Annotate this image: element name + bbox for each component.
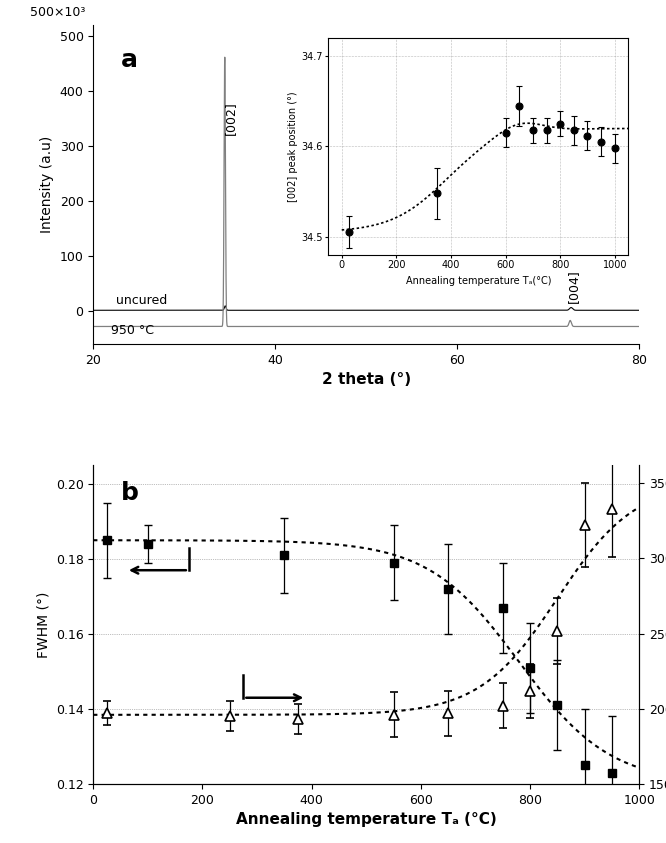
Text: uncured: uncured xyxy=(116,294,167,307)
Text: 500×10³: 500×10³ xyxy=(31,6,86,19)
Text: 950 °C: 950 °C xyxy=(111,325,155,337)
Y-axis label: Intensity (a.u): Intensity (a.u) xyxy=(40,136,54,234)
Text: [002]: [002] xyxy=(224,101,237,135)
Text: a: a xyxy=(121,47,138,72)
Text: [004]: [004] xyxy=(566,269,579,303)
Y-axis label: FWHM (°): FWHM (°) xyxy=(36,592,50,658)
X-axis label: 2 theta (°): 2 theta (°) xyxy=(322,373,411,387)
Text: b: b xyxy=(121,481,139,505)
X-axis label: Annealing temperature Tₐ (°C): Annealing temperature Tₐ (°C) xyxy=(236,813,497,827)
